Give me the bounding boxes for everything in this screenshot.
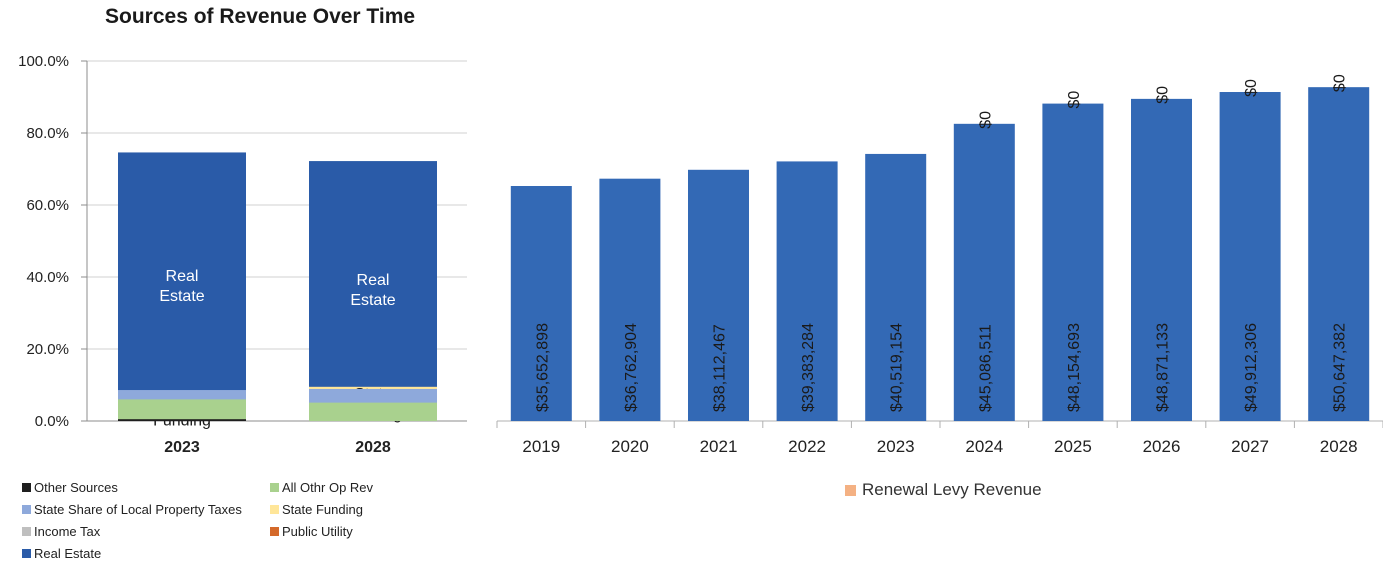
bar-segment-other-sources [118, 419, 246, 421]
x-tick-label: 2024 [965, 437, 1003, 456]
renewal-data-label: $0 [1243, 79, 1260, 97]
y-tick-label: 80.0% [26, 125, 69, 142]
data-label: $38,112,467 [712, 324, 729, 412]
legend-swatch [270, 527, 279, 536]
legend-item-all-othr-op-rev: All Othr Op Rev [270, 480, 373, 495]
renewal-data-label: $0 [1066, 91, 1083, 109]
data-label: $50,647,382 [1332, 323, 1349, 412]
bar-segment-real-estate [309, 161, 437, 421]
x-tick-label: 2021 [700, 437, 738, 456]
data-label: $49,912,306 [1243, 323, 1260, 412]
legend-swatch [845, 484, 856, 496]
legend-swatch [22, 505, 31, 514]
legend-item-real-estate: Real Estate [22, 546, 101, 561]
x-tick-label: 2026 [1143, 437, 1181, 456]
x-tick-label: 2028 [355, 439, 391, 456]
legend-label: Public Utility [282, 524, 353, 539]
renewal-data-label: $0 [1332, 74, 1349, 92]
legend-swatch [22, 527, 31, 536]
data-label: Estate [159, 288, 204, 305]
legend-label: Renewal Levy Revenue [862, 480, 1042, 499]
bar-2027 [1219, 92, 1281, 422]
y-tick-label: 20.0% [26, 341, 69, 358]
data-label: Real [357, 272, 390, 289]
bar-segment-all-othr-op-rev [118, 399, 246, 421]
bar-segment-real-estate [118, 152, 246, 421]
legend-label: State Share of Local Property Taxes [34, 502, 242, 517]
legend-swatch [270, 483, 279, 492]
x-tick-label: 2027 [1231, 437, 1269, 456]
legend-label: Other Sources [34, 480, 118, 495]
bar-2028 [1308, 87, 1370, 421]
bar-2026 [1131, 98, 1192, 421]
legend-label: All Othr Op Rev [282, 480, 374, 495]
legend-item-state-funding: State Funding [270, 502, 363, 517]
legend-item-income-tax: Income Tax [22, 524, 100, 539]
bar-2023 [865, 153, 927, 421]
data-label: $48,871,133 [1155, 323, 1172, 412]
bar-segment-all-othr-op-rev [309, 402, 437, 421]
chart-title: Sources of Revenue Over Time [105, 5, 416, 28]
data-label: $45,086,511 [977, 324, 994, 412]
legend-label: State Funding [282, 502, 363, 517]
legend-swatch [22, 549, 31, 558]
data-label: $39,383,284 [800, 323, 817, 412]
bar-2025 [1042, 103, 1104, 421]
data-label: $36,762,904 [623, 323, 640, 412]
bar-2020 [599, 178, 661, 421]
legend-swatch [270, 505, 279, 514]
right-chart-legend: Renewal Levy Revenue [845, 480, 1042, 500]
x-tick-label: 2025 [1054, 437, 1092, 456]
x-tick-label: 2019 [522, 437, 560, 456]
data-label: Real [166, 268, 199, 285]
legend-item-public-utility: Public Utility [270, 524, 353, 539]
y-tick-label: 100.0% [18, 53, 69, 70]
y-tick-label: 0.0% [35, 413, 69, 430]
x-tick-label: 2020 [611, 437, 649, 456]
bar-2021 [688, 169, 749, 421]
renewal-data-label: $0 [1155, 86, 1172, 104]
renewal-data-label: $0 [977, 111, 994, 129]
x-tick-label: 2028 [1320, 437, 1358, 456]
x-tick-label: 2023 [164, 439, 200, 456]
legend-item-other-sources: Other Sources [22, 480, 118, 495]
data-label: $48,154,693 [1066, 323, 1083, 412]
legend-swatch [22, 483, 31, 492]
data-label: $40,519,154 [889, 323, 906, 412]
data-label: Estate [350, 292, 395, 309]
bar-2022 [776, 161, 838, 421]
x-tick-label: 2023 [877, 437, 915, 456]
legend-label: Real Estate [34, 546, 102, 561]
x-tick-label: 2022 [788, 437, 826, 456]
y-tick-label: 40.0% [26, 269, 69, 286]
legend-label: Income Tax [34, 524, 101, 539]
bar-2024 [953, 123, 1015, 421]
legend-item-state-share-of-local-property-taxes: State Share of Local Property Taxes [22, 502, 242, 517]
data-label: $35,652,898 [534, 323, 551, 412]
bar-2019 [510, 186, 572, 421]
y-tick-label: 60.0% [26, 197, 69, 214]
